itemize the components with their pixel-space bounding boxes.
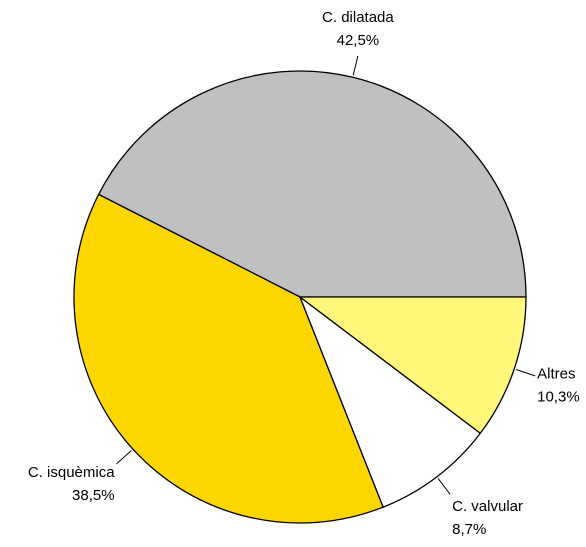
- value-label: 8,7%: [452, 521, 486, 538]
- pie-slice: [97, 70, 527, 298]
- pie-slice: [298, 296, 527, 435]
- value-label: 42,5%: [337, 32, 380, 49]
- leader-line: [116, 450, 132, 465]
- slice-label: C. isquèmica: [28, 464, 115, 481]
- leader-line: [437, 478, 451, 495]
- slice-label: C. dilatada: [322, 9, 394, 26]
- leader-line: [516, 369, 536, 377]
- pie-slice: [73, 193, 385, 524]
- value-label: 10,3%: [537, 388, 580, 405]
- value-label: 38,5%: [72, 487, 115, 504]
- leader-line: [352, 55, 359, 76]
- pie-slice: [298, 295, 482, 508]
- slice-label: Altres: [537, 365, 575, 382]
- slice-label: C. valvular: [452, 498, 523, 515]
